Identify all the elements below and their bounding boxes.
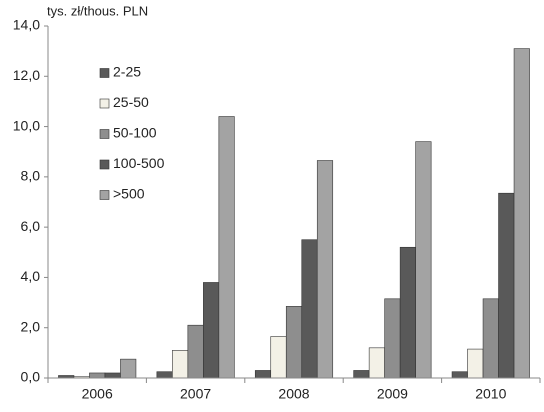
legend-swatch: [99, 190, 110, 200]
bar: [368, 347, 385, 379]
legend-label: 50-100: [113, 125, 157, 141]
legend-swatch: [99, 68, 110, 78]
legend-label: 2-25: [113, 64, 141, 80]
bar: [254, 370, 272, 379]
legend-swatch: [99, 159, 110, 170]
y-tick-label: 14,0: [13, 17, 40, 33]
legend-label: 100-500: [113, 155, 165, 171]
legend-label: >500: [113, 186, 145, 202]
x-tick-label: 2010: [475, 386, 506, 402]
bar: [498, 192, 515, 379]
bar: [120, 358, 137, 379]
bar: [513, 48, 530, 379]
bar: [353, 370, 370, 379]
bar: [316, 160, 334, 379]
legend-swatch: [99, 129, 110, 139]
y-axis-label: tys. zł/thous. PLN: [47, 3, 148, 18]
bar: [203, 282, 220, 379]
bar: [399, 246, 416, 379]
y-tick-label: 12,0: [13, 67, 40, 83]
x-tick-label: 2009: [377, 386, 408, 402]
legend-swatch: [99, 98, 110, 109]
bar: [384, 298, 401, 379]
x-tick-label: 2006: [82, 386, 113, 402]
bar: [285, 306, 303, 379]
bar: [301, 239, 318, 379]
bar: [156, 371, 173, 379]
bar: [467, 348, 484, 379]
bar: [218, 116, 235, 379]
legend-label: 25-50: [113, 94, 149, 110]
bar: [415, 141, 432, 379]
y-tick-label: 6,0: [21, 218, 41, 234]
bar: [89, 372, 106, 379]
x-tick-label: 2008: [278, 386, 309, 402]
bar: [270, 336, 287, 379]
y-tick-label: 0,0: [21, 369, 41, 385]
y-tick-label: 4,0: [21, 268, 41, 284]
x-tick-label: 2007: [180, 386, 211, 402]
y-tick-label: 8,0: [21, 168, 41, 184]
bar: [451, 371, 468, 379]
bar: [172, 350, 189, 379]
bar: [482, 298, 499, 379]
y-tick-label: 10,0: [13, 117, 40, 133]
y-tick-label: 2,0: [21, 318, 41, 334]
bar: [104, 372, 121, 379]
bar: [187, 324, 204, 379]
